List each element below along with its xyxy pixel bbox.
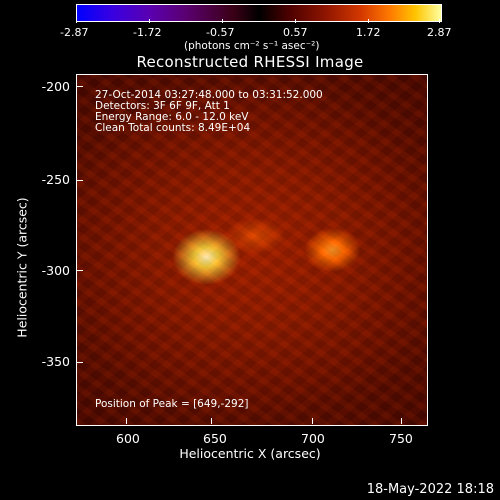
y-tick-label: -200 (41, 79, 70, 94)
x-axis-label: Heliocentric X (arcsec) (179, 446, 321, 461)
y-axis-tickmark (77, 362, 83, 363)
x-tick-label: 650 (203, 431, 227, 446)
colorbar-tick-label: 0.57 (283, 26, 308, 39)
x-axis-tickmark (126, 418, 127, 424)
colorbar-tickmark (222, 19, 223, 23)
y-axis-tickmark (77, 86, 83, 87)
info-detectors: Detectors: 3F 6F 9F, Att 1 (95, 100, 230, 112)
colorbar-tick-label: -1.72 (133, 26, 162, 39)
colorbar-tickmark (149, 19, 150, 23)
info-total-counts: Clean Total counts: 8.49E+04 (95, 122, 251, 134)
rhessi-image-plot: 27-Oct-2014 03:27:48.000 to 03:31:52.000… (76, 74, 428, 426)
image-title: Reconstructed RHESSI Image (136, 53, 364, 71)
colorbar-tickmark (368, 19, 369, 23)
colorbar-tick-label: -2.87 (60, 26, 89, 39)
y-axis-tickmark (77, 270, 83, 271)
x-tick-label: 700 (301, 431, 325, 446)
colorbar (76, 4, 442, 22)
y-tick-label: -350 (41, 354, 70, 369)
colorbar-tickmark (295, 19, 296, 23)
y-axis-tickmark (77, 180, 83, 181)
y-tick-label: -300 (41, 263, 70, 278)
y-axis-label: Heliocentric Y (arcsec) (14, 197, 30, 338)
colorbar-unit-label: (photons cm⁻² s⁻¹ asec⁻²) (184, 40, 320, 52)
clean-artifact-texture (77, 75, 427, 425)
colorbar-tick-label: 1.72 (356, 26, 381, 39)
plot-datestamp: 18-May-2022 18:18 (366, 482, 494, 497)
x-axis-tickmark (401, 418, 402, 424)
x-tick-label: 750 (389, 431, 413, 446)
x-axis-tickmark (312, 418, 313, 424)
x-axis-tickmark (211, 418, 212, 424)
x-tick-label: 600 (116, 431, 140, 446)
colorbar-tickmark (439, 19, 440, 23)
info-energy-range: Energy Range: 6.0 - 12.0 keV (95, 111, 249, 123)
peak-position-label: Position of Peak = [649,-292] (95, 398, 249, 410)
info-time-range: 27-Oct-2014 03:27:48.000 to 03:31:52.000 (95, 89, 323, 101)
colorbar-tick-label: -0.57 (206, 26, 235, 39)
y-tick-label: -250 (41, 172, 70, 187)
colorbar-tick-label: 2.87 (427, 26, 452, 39)
flare-image (77, 75, 427, 425)
colorbar-tickmark (76, 19, 77, 23)
